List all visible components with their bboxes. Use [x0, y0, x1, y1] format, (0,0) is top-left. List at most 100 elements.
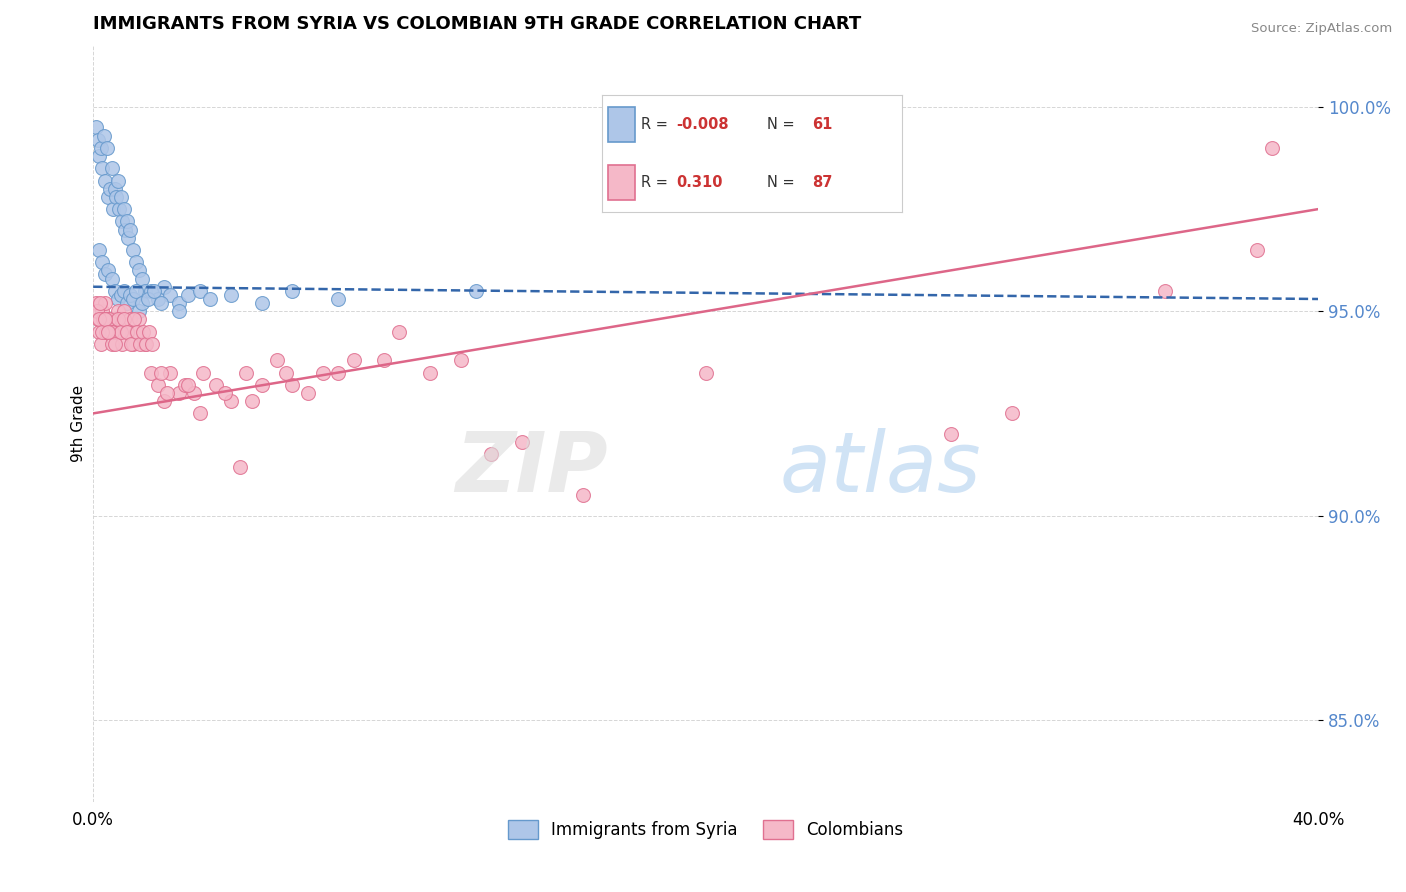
Point [115, 296, 138, 310]
Point [149, 296, 172, 310]
Point [128, 337, 150, 351]
Point [101, 325, 124, 339]
Point [128, 263, 150, 277]
Point [110, 190, 132, 204]
Point [97, 190, 120, 204]
Point [146, 377, 169, 392]
Point [94, 312, 117, 326]
Point [110, 325, 132, 339]
Point [108, 325, 131, 339]
Point [204, 377, 226, 392]
Point [167, 304, 190, 318]
Point [214, 386, 236, 401]
Point [388, 325, 411, 339]
Point [132, 325, 155, 339]
Point [219, 394, 242, 409]
Point [96, 325, 118, 339]
Point [117, 230, 139, 244]
Point [1001, 406, 1024, 420]
Point [159, 366, 181, 380]
Point [138, 325, 160, 339]
Point [93, 128, 115, 143]
Point [89, 325, 111, 339]
Point [114, 222, 136, 236]
Point [118, 222, 141, 236]
Point [107, 292, 129, 306]
Point [122, 312, 145, 326]
Point [128, 312, 150, 326]
Point [125, 255, 148, 269]
Point [101, 312, 124, 326]
Point [450, 353, 472, 368]
Point [104, 284, 127, 298]
Point [312, 366, 335, 380]
Point [190, 406, 212, 420]
Point [105, 190, 128, 204]
Point [117, 325, 139, 339]
Point [111, 214, 134, 228]
Point [134, 337, 156, 351]
Point [266, 353, 288, 368]
Point [135, 337, 157, 351]
Point [167, 386, 190, 401]
Text: IMMIGRANTS FROM SYRIA VS COLOMBIAN 9TH GRADE CORRELATION CHART: IMMIGRANTS FROM SYRIA VS COLOMBIAN 9TH G… [93, 15, 862, 33]
Point [695, 366, 717, 380]
Point [115, 325, 138, 339]
Point [149, 366, 172, 380]
Point [328, 366, 350, 380]
Point [152, 279, 174, 293]
Point [96, 141, 118, 155]
Point [250, 377, 273, 392]
Point [190, 284, 212, 298]
Point [141, 366, 163, 380]
Point [479, 447, 502, 461]
Point [141, 284, 163, 298]
Point [118, 288, 141, 302]
Text: atlas: atlas [779, 428, 981, 509]
Point [128, 304, 150, 318]
Point [141, 337, 163, 351]
Point [105, 312, 128, 326]
Point [97, 263, 120, 277]
Point [90, 141, 112, 155]
Point [108, 202, 131, 216]
Point [110, 312, 132, 326]
Point [1261, 141, 1284, 155]
Point [465, 284, 488, 298]
Point [242, 394, 264, 409]
Point [104, 325, 127, 339]
Point [328, 292, 350, 306]
Point [112, 202, 135, 216]
Point [177, 288, 200, 302]
Point [101, 202, 124, 216]
Point [97, 312, 120, 326]
Point [89, 243, 111, 257]
Point [86, 304, 108, 318]
Point [89, 149, 111, 163]
Point [94, 173, 117, 187]
Point [111, 337, 134, 351]
Point [183, 386, 205, 401]
Point [118, 312, 141, 326]
Point [193, 366, 215, 380]
Point [122, 292, 145, 306]
Point [90, 337, 112, 351]
Point [281, 377, 304, 392]
Point [156, 386, 179, 401]
Point [98, 182, 121, 196]
Point [143, 284, 166, 298]
Point [373, 353, 395, 368]
Point [250, 296, 273, 310]
Point [107, 173, 129, 187]
Point [572, 488, 595, 502]
Point [1154, 284, 1177, 298]
Point [100, 271, 122, 285]
Point [219, 288, 242, 302]
Point [174, 377, 197, 392]
Point [198, 292, 221, 306]
Point [112, 312, 135, 326]
Point [281, 284, 304, 298]
Point [131, 271, 153, 285]
Text: ZIP: ZIP [456, 428, 607, 509]
Point [125, 284, 148, 298]
